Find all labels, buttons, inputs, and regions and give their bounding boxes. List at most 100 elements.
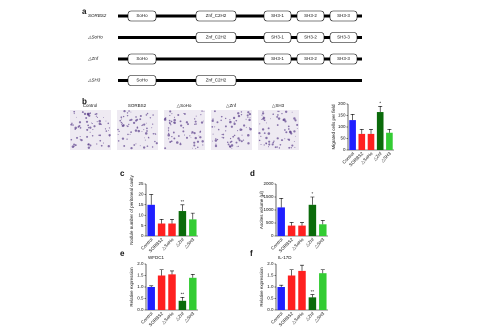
domain-box	[296, 32, 325, 43]
cell	[238, 139, 241, 142]
cell	[230, 125, 234, 128]
cell	[293, 140, 295, 142]
bar	[277, 207, 285, 236]
bar	[287, 225, 296, 236]
cell	[293, 130, 296, 133]
cell	[83, 112, 87, 116]
cell	[128, 123, 130, 126]
cell	[224, 117, 227, 120]
image-label: △Znf	[226, 103, 237, 108]
cell	[193, 141, 196, 144]
cell	[121, 122, 123, 124]
cell	[168, 129, 170, 131]
cell	[245, 126, 247, 128]
cell	[170, 120, 173, 123]
domain-label: Znf_C2H2	[206, 13, 227, 18]
cell	[70, 138, 73, 141]
cell	[197, 146, 199, 149]
bar	[287, 275, 296, 310]
cell	[71, 122, 73, 125]
cell	[229, 120, 232, 124]
cell	[135, 119, 138, 122]
bar	[298, 270, 306, 310]
cell	[105, 130, 108, 132]
cell	[237, 137, 240, 140]
cell	[232, 116, 236, 120]
cell	[149, 117, 152, 119]
cell	[177, 113, 180, 116]
image-label: Control	[83, 103, 98, 108]
y-tick-label: 1.0	[137, 284, 144, 289]
x-tick-label: △SH3	[183, 237, 196, 250]
domain-label: SH3-3	[337, 35, 350, 40]
domain-label: SH3-3	[337, 13, 350, 18]
cell	[248, 118, 251, 122]
construct-name: △SH3	[87, 78, 101, 83]
cell	[86, 135, 89, 138]
cell	[196, 140, 200, 143]
cell	[274, 146, 277, 149]
cell	[142, 146, 146, 149]
y-tick-label: 1500	[263, 194, 274, 199]
cell	[229, 119, 231, 121]
domain-label: SH3-3	[337, 56, 350, 61]
cell	[144, 137, 145, 139]
cell	[220, 119, 222, 122]
domain-label: SoHo	[136, 56, 148, 61]
cell	[245, 118, 247, 120]
cell	[260, 143, 262, 145]
x-tick-label: △SoHo	[291, 237, 305, 251]
domain-label: SH3-1	[271, 56, 284, 61]
cell	[195, 148, 197, 150]
bar	[349, 120, 356, 150]
y-tick-label: 500	[266, 220, 274, 225]
error-bar	[149, 285, 154, 287]
cell	[294, 119, 297, 122]
cell	[230, 144, 234, 147]
cell	[98, 134, 100, 136]
cell	[272, 141, 275, 144]
cell	[91, 123, 93, 125]
cell	[213, 110, 216, 113]
bar	[189, 219, 197, 236]
significance: **	[311, 289, 315, 294]
cell	[290, 147, 292, 149]
bar	[189, 277, 197, 310]
significance: *	[312, 191, 314, 196]
cell	[239, 128, 242, 131]
y-tick-label: 0	[141, 233, 144, 238]
cell	[117, 134, 119, 136]
cell	[291, 111, 293, 113]
cell	[170, 140, 173, 143]
micrograph	[211, 110, 252, 150]
bar	[168, 274, 176, 310]
cell	[155, 142, 158, 145]
error-bar	[180, 297, 185, 301]
cell	[229, 137, 232, 140]
cell	[78, 121, 82, 124]
cell	[179, 142, 181, 144]
cell	[86, 112, 90, 116]
cell	[247, 111, 250, 114]
cell	[277, 110, 279, 112]
panel-label: c	[120, 169, 125, 178]
cell	[185, 136, 189, 139]
cell	[108, 133, 111, 137]
domain-label: Znf_C2H2	[206, 78, 227, 83]
error-bar	[320, 269, 325, 274]
cell	[273, 140, 275, 142]
cell	[217, 128, 220, 131]
bar	[376, 112, 384, 150]
cell	[107, 145, 110, 148]
error-bar	[300, 222, 304, 226]
cell	[122, 115, 125, 118]
cell	[214, 139, 218, 142]
error-bar	[289, 269, 294, 276]
cell	[130, 147, 133, 150]
x-tick-label: △SH3	[313, 237, 326, 250]
panel-label: f	[250, 249, 253, 258]
cell	[230, 121, 232, 123]
cell	[73, 110, 76, 113]
cell	[193, 144, 196, 147]
cell	[195, 123, 197, 125]
